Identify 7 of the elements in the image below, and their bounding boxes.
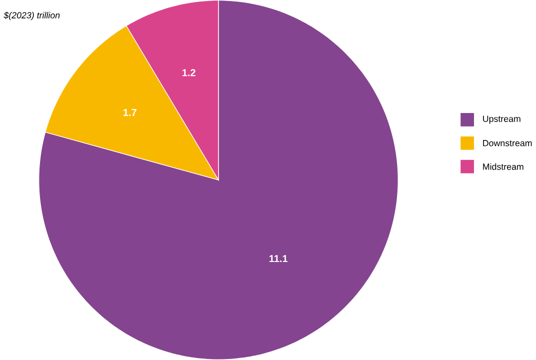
text: $(2023) trillion: [4, 12, 60, 20]
data-label: 1.2: [182, 69, 196, 76]
legend-label: Downstream: [483, 140, 532, 146]
legend-label: Midstream: [483, 163, 524, 170]
data-label: 1.7: [124, 109, 136, 116]
data-label: 11.1: [269, 255, 288, 262]
legend-label: Upstream: [483, 116, 520, 124]
